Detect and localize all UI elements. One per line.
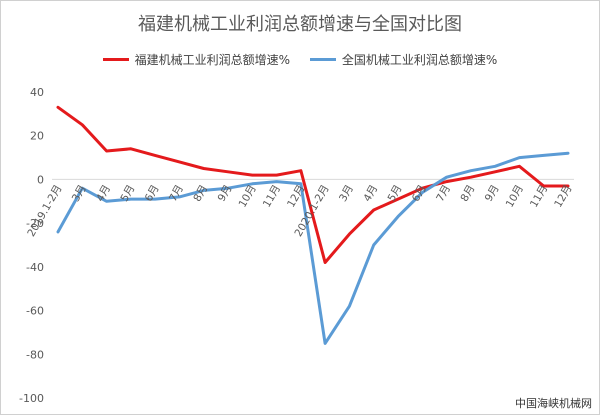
y-tick-label: 20 <box>30 130 44 143</box>
y-tick-label: -80 <box>26 348 44 361</box>
y-tick-label: -40 <box>26 261 44 274</box>
x-tick-label: 11月 <box>261 183 283 210</box>
y-tick-label: 0 <box>37 173 44 186</box>
x-tick-label: 7月 <box>434 183 453 204</box>
y-tick-label: -20 <box>26 217 44 230</box>
series-line-national <box>56 151 570 345</box>
x-tick-label: 5月 <box>386 183 405 204</box>
y-tick-label: -60 <box>26 305 44 318</box>
chart-title: 福建机械工业利润总额增速与全国对比图 <box>138 14 462 35</box>
watermark: 中国海峡机械网 <box>515 397 592 410</box>
legend-label-national: 全国机械工业利润总额增速% <box>341 53 498 67</box>
legend-label-fujian: 福建机械工业利润总额增速% <box>134 53 291 67</box>
x-tick-label: 4月 <box>361 183 380 204</box>
x-tick-label: 8月 <box>458 183 477 204</box>
x-tick-label: 8月 <box>191 183 210 204</box>
x-tick-label: 6月 <box>143 183 162 204</box>
legend-item-national: 全国机械工业利润总额增速% <box>309 51 498 68</box>
legend-swatch-fujian <box>102 58 129 61</box>
x-tick-label: 3月 <box>337 183 356 204</box>
x-tick-label: 9月 <box>483 183 502 204</box>
legend-swatch-national <box>309 58 336 61</box>
legend-item-fujian: 福建机械工业利润总额增速% <box>102 51 291 68</box>
x-tick-label: 3月 <box>70 183 89 204</box>
series-line-fujian <box>56 105 570 264</box>
chart-legend: 福建机械工业利润总额增速% 全国机械工业利润总额增速% <box>0 50 600 68</box>
x-tick-label: 10月 <box>504 183 526 210</box>
y-tick-label: -100 <box>19 392 44 405</box>
y-tick-label: 40 <box>30 86 44 99</box>
x-tick-label: 7月 <box>167 183 186 204</box>
